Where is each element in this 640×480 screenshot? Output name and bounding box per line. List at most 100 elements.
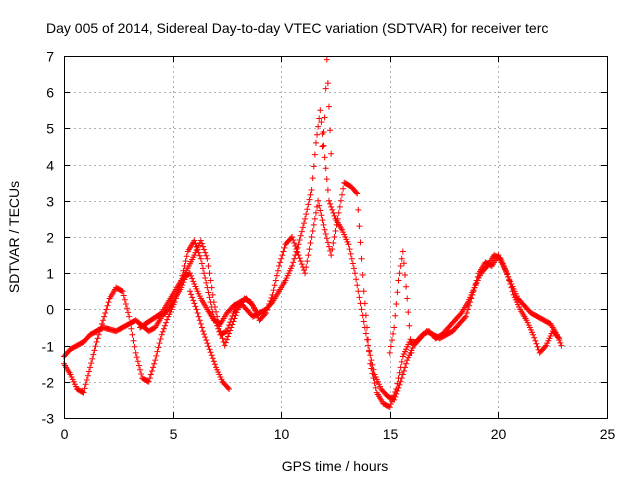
data-point-marker xyxy=(182,258,189,265)
data-point-marker xyxy=(102,310,109,317)
data-point-marker xyxy=(463,310,470,317)
data-point-marker xyxy=(398,358,405,365)
data-point-marker xyxy=(190,278,197,285)
data-point-marker xyxy=(387,343,394,350)
data-point-marker xyxy=(316,202,323,209)
data-point-marker xyxy=(120,292,127,299)
chart-title: Day 005 of 2014, Sidereal Day-to-day VTE… xyxy=(46,20,548,36)
data-point-marker xyxy=(82,381,89,388)
data-point-marker xyxy=(302,215,309,222)
plot-frame xyxy=(64,56,608,419)
data-point-marker xyxy=(368,365,375,372)
data-point-marker xyxy=(191,237,198,244)
data-point-marker xyxy=(319,217,326,224)
data-point-marker xyxy=(188,272,195,279)
data-point-marker xyxy=(211,316,218,323)
data-point-marker xyxy=(388,398,395,405)
data-point-marker xyxy=(93,338,100,345)
data-point-marker xyxy=(557,339,564,346)
data-point-marker xyxy=(507,281,514,288)
data-point-marker xyxy=(399,371,406,378)
data-point-marker xyxy=(395,375,402,382)
data-point-marker xyxy=(296,237,303,244)
data-point-marker xyxy=(404,295,411,302)
data-point-marker xyxy=(132,349,139,356)
data-point-marker xyxy=(224,333,231,340)
data-point-marker xyxy=(558,342,565,349)
data-point-marker xyxy=(144,378,151,385)
data-point-marker xyxy=(358,306,365,313)
data-point-marker xyxy=(333,221,340,228)
data-point-marker xyxy=(205,262,212,269)
data-point-marker xyxy=(198,324,205,331)
data-point-marker xyxy=(292,243,299,250)
data-point-marker xyxy=(354,282,361,289)
data-point-marker xyxy=(339,191,346,198)
data-point-marker xyxy=(372,384,379,391)
data-point-marker xyxy=(89,355,96,362)
data-point-marker xyxy=(325,243,332,250)
x-axis-label: GPS time / hours xyxy=(282,458,389,474)
data-point-marker xyxy=(226,330,233,337)
data-point-marker xyxy=(330,209,337,216)
data-point-marker xyxy=(231,315,238,322)
data-point-marker xyxy=(266,300,273,307)
data-point-marker xyxy=(306,196,313,203)
data-point-marker xyxy=(368,357,375,364)
y-tick-label: 4 xyxy=(46,158,54,174)
x-tick-label: 5 xyxy=(170,426,178,442)
data-point-marker xyxy=(126,313,133,320)
data-point-marker xyxy=(145,378,152,385)
data-point-marker xyxy=(274,267,281,274)
data-point-marker xyxy=(164,316,171,323)
data-point-marker xyxy=(366,348,373,355)
data-point-marker xyxy=(154,348,161,355)
data-point-marker xyxy=(323,235,330,242)
data-point-marker xyxy=(206,346,213,353)
data-point-marker xyxy=(204,255,211,262)
data-point-marker xyxy=(327,127,334,134)
data-point-marker xyxy=(308,186,315,193)
tick-label-layer: 0 5 10 15 20 25 -3 -2 -1 0 1 2 3 4 5 6 7 xyxy=(42,49,616,443)
data-point-marker xyxy=(298,261,305,268)
data-point-marker xyxy=(346,246,353,253)
data-point-marker xyxy=(294,249,301,256)
data-point-marker xyxy=(322,230,329,237)
y-tick-label: 7 xyxy=(46,49,54,65)
data-point-marker xyxy=(80,389,87,396)
data-point-marker xyxy=(91,347,98,354)
data-point-marker xyxy=(123,305,130,312)
data-point-marker xyxy=(203,279,210,286)
data-point-marker xyxy=(362,330,369,337)
data-point-marker xyxy=(304,206,311,213)
data-point-marker xyxy=(254,310,261,317)
data-point-marker xyxy=(207,349,214,356)
data-point-marker xyxy=(297,258,304,265)
data-point-marker xyxy=(277,259,284,266)
data-point-marker xyxy=(161,322,168,329)
data-point-marker xyxy=(204,340,211,347)
data-point-marker xyxy=(530,331,537,338)
data-point-marker xyxy=(125,309,132,316)
data-point-marker xyxy=(397,364,404,371)
data-point-marker xyxy=(400,260,407,267)
data-point-marker xyxy=(295,252,302,259)
data-point-marker xyxy=(200,243,207,250)
data-point-marker xyxy=(358,255,365,262)
data-point-marker xyxy=(206,294,213,301)
data-point-marker xyxy=(394,380,401,387)
data-point-marker xyxy=(135,362,142,369)
data-point-marker xyxy=(403,283,410,290)
data-point-marker xyxy=(128,325,135,332)
data-point-marker xyxy=(153,352,160,359)
data-point-marker xyxy=(393,300,400,307)
data-point-marker xyxy=(156,340,163,347)
data-point-marker xyxy=(196,252,203,259)
data-point-marker xyxy=(131,343,138,350)
data-point-marker xyxy=(222,328,229,335)
data-point-marker xyxy=(269,291,276,298)
data-point-marker xyxy=(397,378,404,385)
data-point-marker xyxy=(207,277,214,284)
data-point-marker xyxy=(198,240,205,247)
data-point-marker xyxy=(197,237,204,244)
